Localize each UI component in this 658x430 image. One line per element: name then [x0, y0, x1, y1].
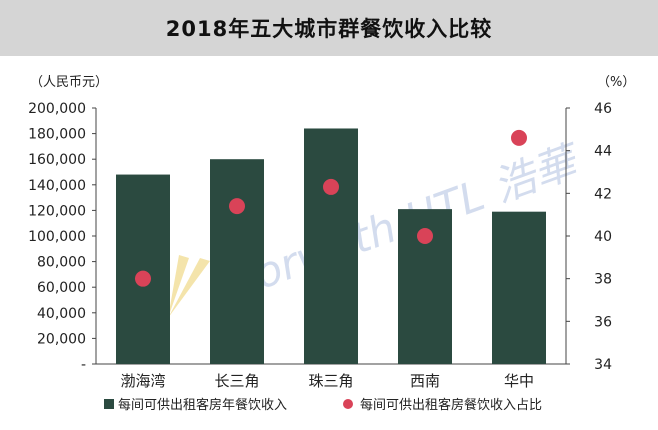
legend-dot-label: 每间可供出租客房餐饮收入占比: [360, 397, 542, 413]
dots-group: [135, 129, 527, 287]
x-tick-label: 西南: [410, 372, 440, 390]
left-tick-label: 40,000: [37, 306, 86, 322]
left-axis-unit: （人民币元）: [30, 75, 108, 90]
dot: [323, 178, 339, 195]
right-tick-label: 42: [594, 186, 612, 202]
legend-bar-label: 每间可供出租客房年餐饮收入: [118, 397, 287, 413]
axes-group: - 20,000 40,000 60,000 80,000 100,000 120,000 1…: [28, 75, 635, 390]
left-tick-label: 80,000: [37, 255, 86, 271]
left-tick-label: 60,000: [37, 280, 86, 296]
dot: [511, 129, 527, 146]
watermark-ray: [168, 255, 189, 318]
legend-dot-swatch: [343, 399, 353, 409]
x-tick-label: 长三角: [214, 372, 259, 390]
dot: [229, 198, 245, 215]
right-tick-label: 34: [594, 357, 612, 373]
x-tick-label: 华中: [504, 372, 534, 390]
left-tick-label: 120,000: [28, 203, 86, 219]
left-tick-label: 200,000: [28, 101, 86, 117]
left-tick-label: 100,000: [28, 229, 86, 245]
bars-group: [116, 128, 546, 364]
right-tick-label: 36: [594, 314, 612, 330]
bar: [304, 128, 358, 364]
left-tick-label: 20,000: [37, 331, 86, 347]
legend: 每间可供出租客房年餐饮收入 每间可供出租客房餐饮收入占比: [104, 397, 542, 413]
chart-title: 2018年五大城市群餐饮收入比较: [165, 17, 493, 41]
watermark-ray: [168, 258, 210, 318]
x-tick-label: 珠三角: [308, 372, 353, 390]
right-tick-label: 44: [594, 144, 612, 160]
dot: [417, 228, 433, 244]
title-band: 2018年五大城市群餐饮收入比较: [0, 0, 658, 56]
left-tick-label: 180,000: [28, 127, 86, 143]
bar: [116, 174, 170, 364]
legend-bar-swatch: [104, 399, 114, 409]
dot: [135, 270, 151, 287]
right-axis-unit: （%）: [597, 75, 635, 90]
bar: [210, 159, 264, 364]
x-tick-label: 渤海湾: [120, 372, 165, 390]
right-tick-label: 40: [594, 229, 612, 245]
bar: [492, 211, 546, 364]
left-tick-label: 140,000: [28, 178, 86, 194]
left-tick-label: 160,000: [28, 152, 86, 168]
left-tick-label: -: [81, 357, 86, 373]
right-tick-label: 46: [594, 101, 612, 117]
right-tick-label: 38: [594, 272, 612, 288]
